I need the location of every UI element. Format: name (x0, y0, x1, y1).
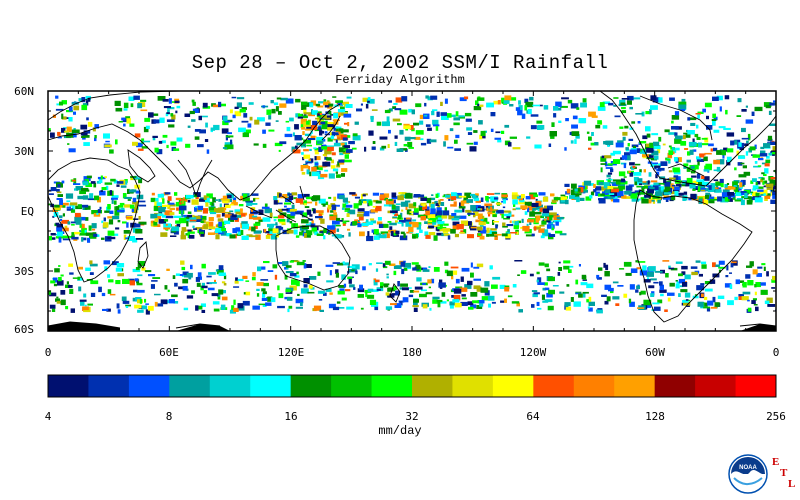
colorbar-swatch (169, 375, 211, 397)
colorbar-swatch (573, 375, 615, 397)
coastline-japan (321, 115, 341, 141)
lat-label-60n: 60N (14, 85, 34, 98)
colorbar-swatch (290, 375, 332, 397)
coastline-indonesia (245, 185, 313, 223)
coastline-australia (275, 225, 351, 291)
coastline-south-america (633, 189, 753, 323)
colorbar-swatch (412, 375, 453, 397)
colorbar-swatch (695, 375, 737, 397)
coastline-madagascar (137, 241, 149, 269)
map-ticks (47, 90, 777, 332)
colorbar-label-64: 64 (526, 410, 540, 423)
coastline-north-america (599, 91, 776, 187)
colorbar-swatch (614, 375, 656, 397)
lat-label-eq: EQ (20, 205, 34, 218)
colorbar-swatch (371, 375, 413, 397)
colorbar-swatch (88, 375, 130, 397)
colorbar-swatch (331, 375, 373, 397)
lon-label-0-east: 0 (772, 346, 780, 359)
colorbar-swatches (48, 375, 777, 397)
colorbar-label-4: 4 (44, 410, 52, 423)
svg-text:NOAA: NOAA (739, 465, 757, 471)
chart-subtitle: Ferriday Algorithm (335, 73, 465, 87)
colorbar-swatch (735, 375, 777, 397)
coastline-india (177, 159, 213, 198)
lon-label-120w: 120W (519, 346, 547, 359)
lon-label-120e: 120E (277, 346, 305, 359)
colorbar-label-128: 128 (645, 410, 665, 423)
etl-letter-e: E (772, 456, 780, 468)
colorbar-frame (47, 374, 777, 398)
etl-letter-t: T (780, 467, 788, 479)
etl-letter-l: L (788, 478, 796, 490)
colorbar-label-8: 8 (165, 410, 173, 423)
noaa-logo: NOAA (728, 454, 768, 494)
lat-label-30n: 30N (14, 145, 34, 158)
antarctica-fill (48, 322, 776, 331)
colorbar-swatch (533, 375, 575, 397)
coastline-arabia (127, 149, 156, 183)
lon-label-0: 0 (44, 346, 52, 359)
coastline-eurasia (48, 91, 341, 201)
lat-label-30s: 30S (14, 265, 34, 278)
colorbar-label-256: 256 (766, 410, 786, 423)
lon-label-60e: 60E (159, 346, 179, 359)
colorbar-units: mm/day (378, 424, 422, 438)
coastline-africa (48, 157, 141, 283)
colorbar-swatch (492, 375, 534, 397)
coastline-caribbean (667, 163, 705, 177)
colorbar-swatch (209, 375, 251, 397)
colorbar-label-32: 32 (405, 410, 419, 423)
chart-title: Sep 28 – Oct 2, 2002 SSM/I Rainfall (191, 52, 609, 74)
lon-label-180: 180 (402, 346, 422, 359)
colorbar-swatch (128, 375, 170, 397)
coastline-new-zealand (389, 283, 401, 303)
colorbar-swatch (250, 375, 292, 397)
lon-label-60w: 60W (645, 346, 665, 359)
colorbar-swatch (48, 375, 89, 397)
colorbar-swatch (452, 375, 494, 397)
colorbar-label-16: 16 (284, 410, 298, 423)
colorbar-swatch (654, 375, 696, 397)
lat-label-60s: 60S (14, 323, 34, 336)
